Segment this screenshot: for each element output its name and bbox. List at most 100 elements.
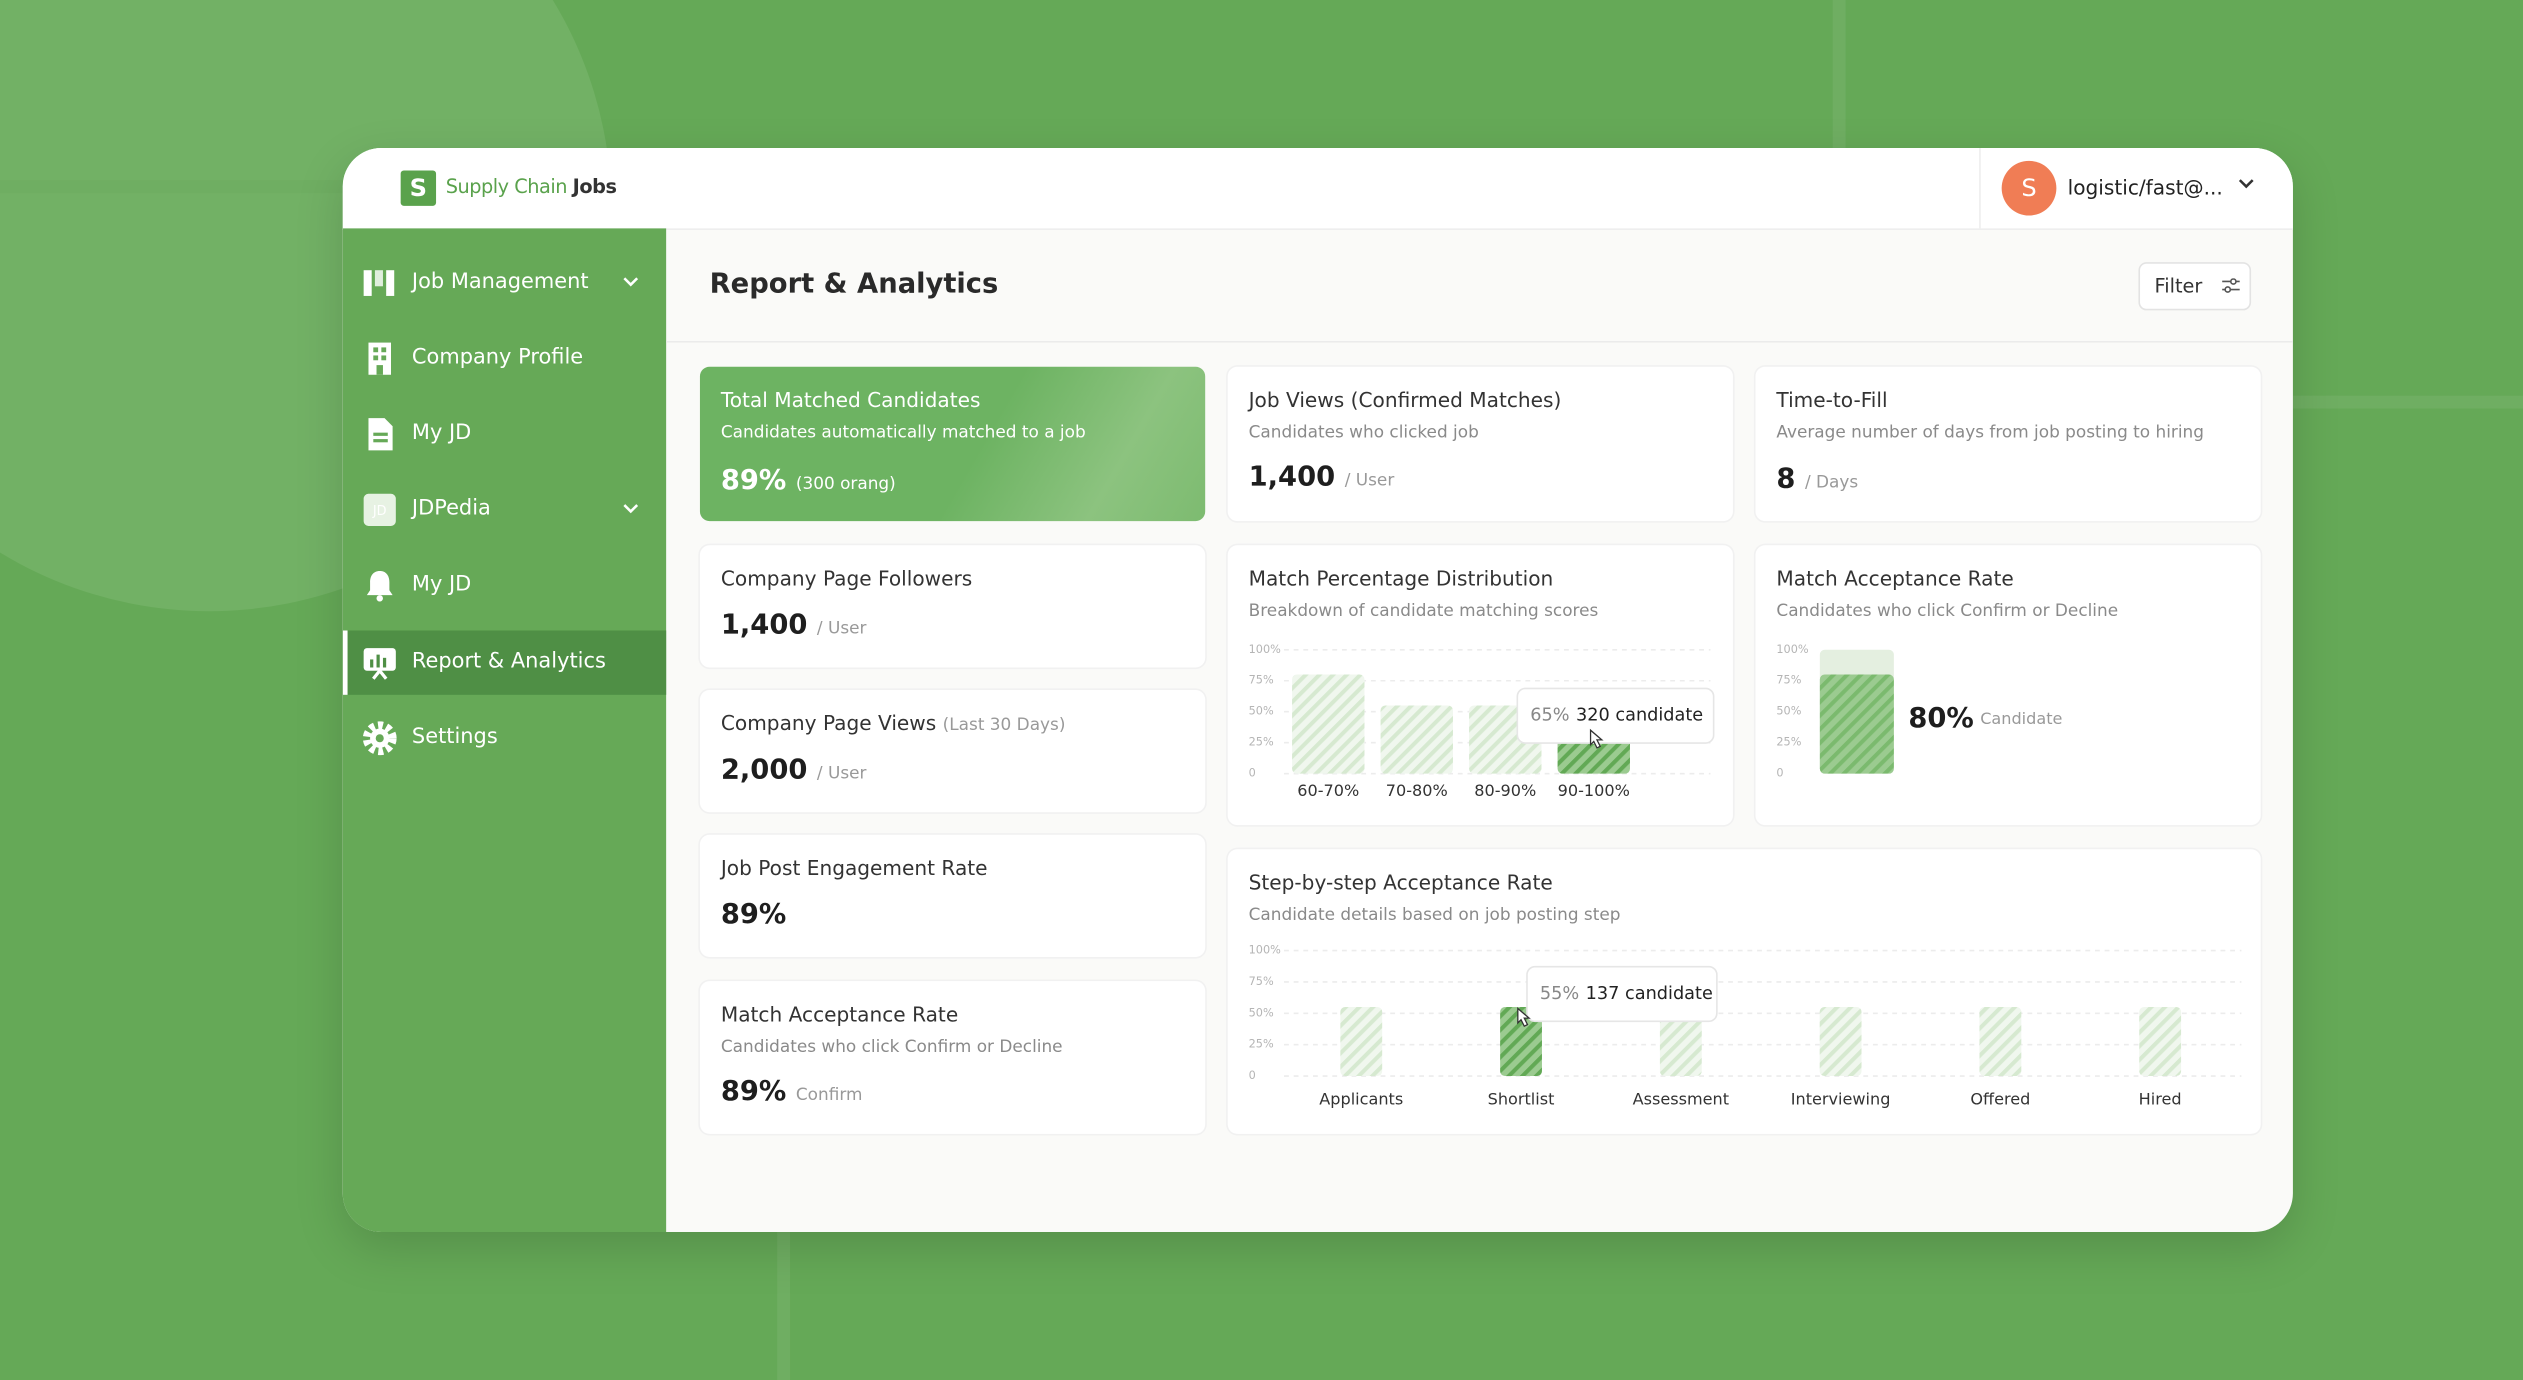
y-tick-label: 25% <box>1776 736 1801 749</box>
nav-item[interactable]: Company Profile <box>343 327 666 391</box>
brand[interactable]: Supply Chain Jobs <box>446 175 617 198</box>
tooltip-label: 55% <box>1540 984 1579 1004</box>
bar <box>1340 1007 1383 1077</box>
background-line <box>2292 395 2523 409</box>
nav-label: Settings <box>411 725 498 750</box>
card-title-row: Company Page Views (Last 30 Days) <box>721 711 1066 735</box>
card-unit: / User <box>816 619 867 639</box>
nav-item[interactable]: My JD <box>343 402 666 466</box>
nav-label: Company Profile <box>411 345 584 370</box>
y-tick-label: 25% <box>1249 736 1274 749</box>
card-value-row: 1,400 / User <box>1249 462 1395 494</box>
x-tick-label: 80-90% <box>1474 781 1536 800</box>
y-tick-label: 0 <box>1249 1069 1256 1082</box>
card-title: Job Post Engagement Rate <box>720 855 988 880</box>
tooltip: 55% 137 candidate <box>1540 984 1713 1004</box>
y-tick-label: 50% <box>1776 705 1801 718</box>
top-bar: S Supply Chain Jobs S logistic/fast@... <box>342 147 2293 230</box>
tooltip-text: 137 candidate <box>1586 984 1713 1004</box>
nav-icon <box>368 418 393 451</box>
value-unit: Candidate <box>1980 708 2062 727</box>
card-value: 1,400 <box>720 609 808 642</box>
chart: 0 25% 50% 75% 100% Applicants Shortlist Assessm… <box>1249 944 2242 1109</box>
nav-item[interactable]: My JD <box>343 553 666 617</box>
nav-label: Job Management <box>411 270 589 295</box>
y-tick-label: 100% <box>1249 643 1281 656</box>
page-title: Report & Analytics <box>709 268 999 301</box>
card-unit: Confirm <box>795 1085 863 1105</box>
x-tick-label: 70-80% <box>1386 781 1448 800</box>
stat-card: Match Acceptance Rate Candidates who cli… <box>699 981 1206 1134</box>
card-value-row: 89% Confirm <box>721 1076 863 1108</box>
user-menu[interactable]: logistic/fast@... <box>2067 175 2223 200</box>
nav-label: My JD <box>411 572 472 597</box>
y-tick-label: 100% <box>1249 944 1281 957</box>
x-tick-label: Offered <box>1970 1090 2030 1109</box>
nav-icon <box>363 648 396 680</box>
stat-card: Job Post Engagement Rate 89% <box>699 834 1206 957</box>
card-unit: / User <box>1344 471 1395 491</box>
tooltip-box <box>1516 687 1715 744</box>
nav-item[interactable]: JD JDPedia <box>343 478 666 542</box>
bar <box>1380 705 1453 774</box>
divider <box>1979 147 1981 229</box>
card-value: 89% <box>720 1076 787 1109</box>
chart-subtitle: Candidates who click Confirm or Decline <box>1776 601 2119 621</box>
y-tick-label: 75% <box>1776 674 1801 687</box>
card-value-row: 8 / Days <box>1776 463 1858 495</box>
chevron-icon <box>623 277 639 287</box>
app-window: S Supply Chain Jobs S logistic/fast@... … <box>342 147 2293 1233</box>
card-note: (Last 30 Days) <box>942 715 1066 736</box>
chart-card: 0 25% 50% 75% 100% 80% Candidate Match Accepta… <box>1755 545 2261 826</box>
brand-name-bold: Jobs <box>572 175 617 198</box>
chart-card: 0 25% 50% 75% 100% Applicants Shortlist Assessm… <box>1227 849 2261 1134</box>
card-value: 2,000 <box>720 754 808 787</box>
nav-label: Report & Analytics <box>411 649 606 674</box>
chart-title: Step-by-step Acceptance Rate <box>1248 870 1553 895</box>
tooltip-text: 320 candidate <box>1576 706 1703 726</box>
bar <box>1979 1007 2022 1077</box>
nav-item[interactable]: Settings <box>343 706 666 770</box>
filter-icon <box>2222 278 2240 293</box>
card-subtitle: Candidates who clicked job <box>1248 423 1479 443</box>
logo[interactable]: S <box>400 170 437 206</box>
card-value: 89% <box>720 899 787 932</box>
bar-highlight <box>1819 674 1894 774</box>
y-tick-label: 75% <box>1249 975 1274 988</box>
x-tick-label: Interviewing <box>1791 1090 1891 1109</box>
card-title: Company Page Followers <box>720 566 973 591</box>
card-unit: (300 orang) <box>795 474 896 494</box>
bar <box>2139 1007 2182 1077</box>
avatar[interactable]: S <box>2001 160 2057 216</box>
card-unit: / User <box>816 763 867 784</box>
card-title: Time-to-Fill <box>1776 387 1888 412</box>
y-tick-label: 0 <box>1249 767 1256 780</box>
filter-label: Filter <box>2154 275 2203 298</box>
y-tick-label: 25% <box>1249 1038 1274 1051</box>
tooltip-box <box>1526 965 1718 1023</box>
x-tick-label: Assessment <box>1633 1090 1729 1109</box>
y-tick-label: 0 <box>1776 767 1783 780</box>
stat-card: Total Matched Candidates Candidates auto… <box>699 366 1206 522</box>
card-unit: / Days <box>1804 472 1859 493</box>
content: Report & Analytics Filter Total Matched … <box>666 228 2293 1232</box>
card-value-row: 2,000 / User <box>721 754 867 786</box>
stat-card: Company Page Views (Last 30 Days) 2,000 … <box>699 689 1206 813</box>
background-line <box>1832 0 1846 148</box>
stat-card: Time-to-Fill Average number of days from… <box>1755 366 2261 522</box>
card-value-row: 89% (300 orang) <box>721 465 896 497</box>
y-tick-label: 100% <box>1776 643 1808 656</box>
card-value: 1,400 <box>1248 461 1336 494</box>
nav-item-active[interactable]: Report & Analytics <box>342 630 667 695</box>
stat-card: Company Page Followers 1,400 / User <box>699 545 1206 668</box>
x-tick-label: 60-70% <box>1297 781 1359 800</box>
chart-title: Match Acceptance Rate <box>1776 566 2014 591</box>
nav-icon <box>368 342 392 375</box>
bar-highlight <box>1500 1007 1542 1077</box>
filter-button[interactable]: Filter <box>2138 262 2252 311</box>
value-label: 80% <box>1908 702 1973 733</box>
nav-icon: JD <box>363 493 396 526</box>
nav-item[interactable]: Job Management <box>343 251 666 315</box>
